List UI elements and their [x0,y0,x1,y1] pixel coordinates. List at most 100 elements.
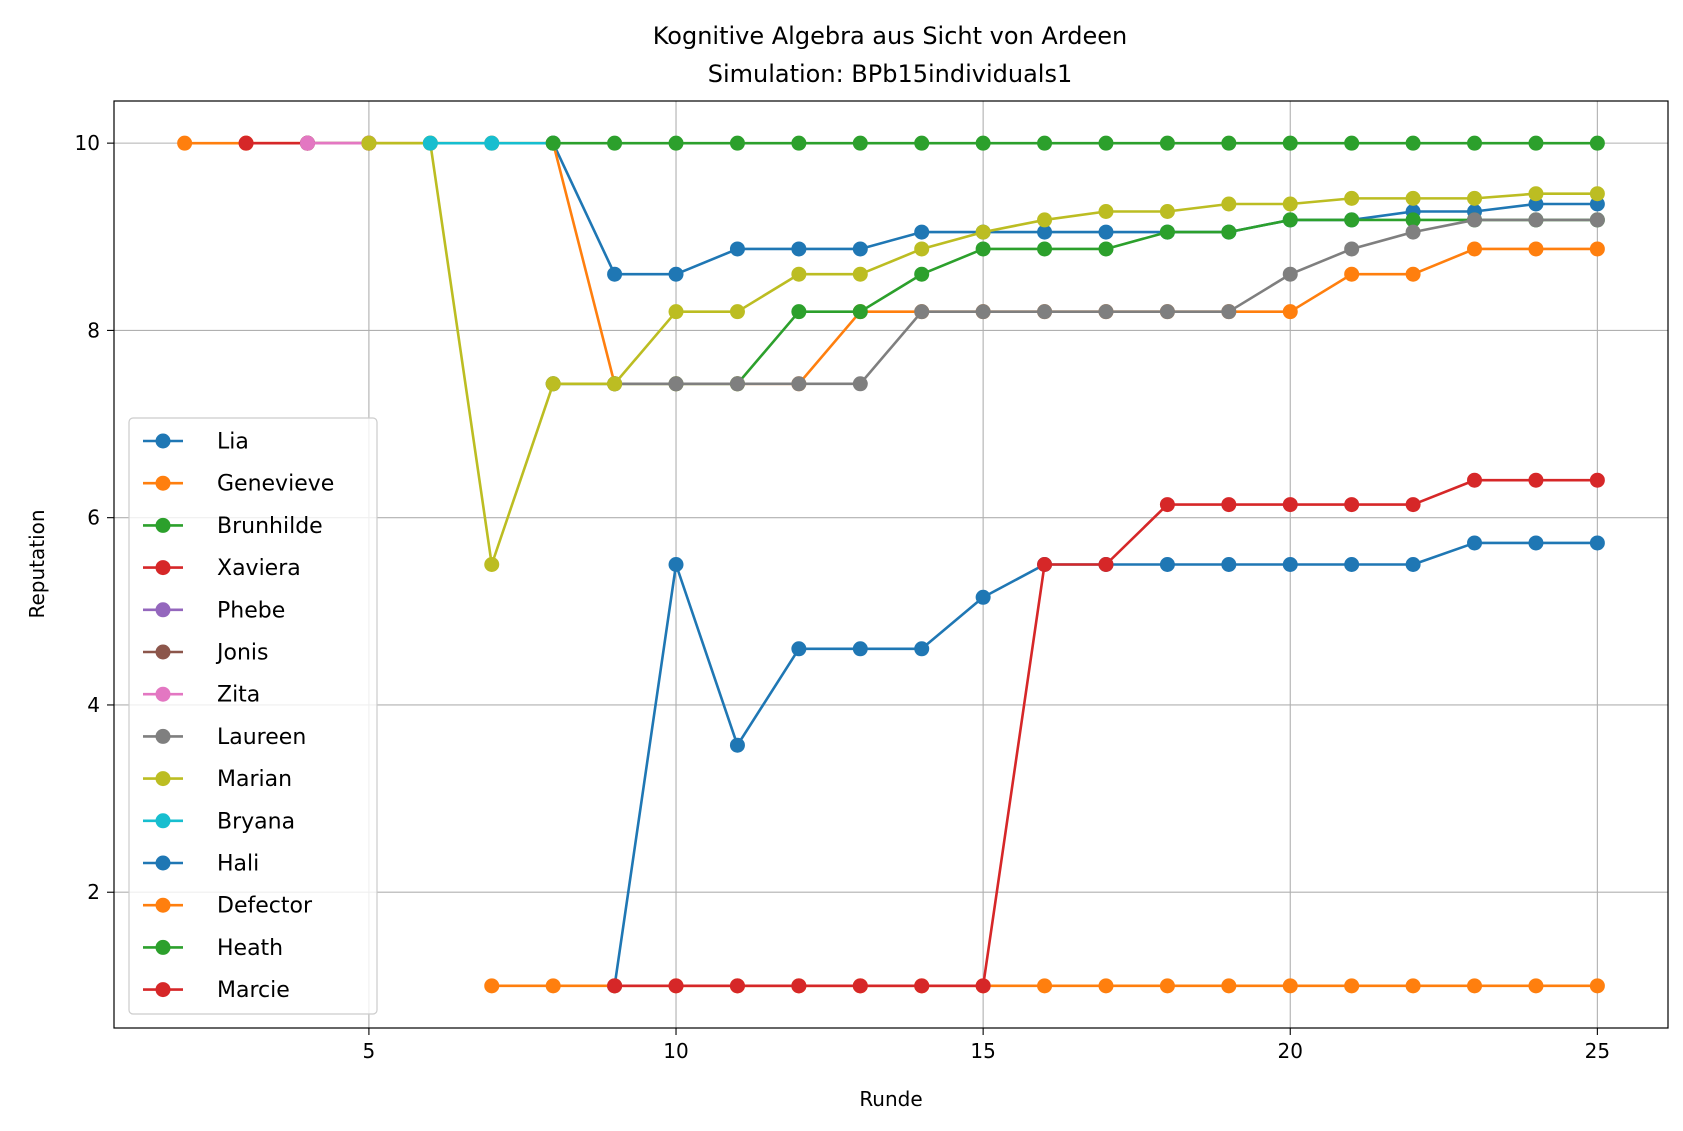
data-point [1098,241,1114,257]
data-point [607,376,623,392]
y-axis-label: Reputation [25,509,49,618]
data-point [361,135,377,151]
data-point [299,135,315,151]
legend-entry-laureen: Laureen [143,725,306,750]
data-point [1528,978,1544,994]
legend-label: Xaviera [217,556,301,581]
legend-entry-hali: Hali [143,852,259,877]
data-point [729,135,745,151]
data-point [729,241,745,257]
data-point [1098,135,1114,151]
data-point [422,135,438,151]
legend-label: Genevieve [217,472,334,497]
data-point [607,978,623,994]
data-point [1037,304,1053,320]
data-point [1528,535,1544,551]
data-point [1528,186,1544,202]
legend-marker [155,855,171,871]
chart-subtitle: Simulation: BPb15individuals1 [708,60,1073,88]
data-point [1282,557,1298,572]
legend-entry-defector: Defector [143,894,313,919]
x-tick-label: 20 [1278,1039,1303,1063]
axis-ticks: 5 10 15 20 25 2 4 6 8 10 [75,131,1611,1063]
data-point [607,135,623,151]
data-point [1405,224,1421,240]
data-point [1221,304,1237,320]
data-point [1159,224,1175,240]
data-point [791,266,807,282]
data-point [1344,557,1360,572]
data-point [1037,557,1053,572]
data-point [852,304,868,320]
data-point [1037,212,1053,228]
legend-marker [155,686,171,702]
data-point [975,978,991,994]
data-point [1589,135,1605,151]
data-point [607,266,623,282]
data-point [791,304,807,320]
data-point [914,241,930,257]
data-point [668,978,684,994]
data-point [1589,535,1605,551]
data-point [1282,497,1298,513]
data-point [852,978,868,994]
legend-marker [155,517,171,533]
data-point [1344,497,1360,513]
legend-label: Zita [217,683,260,708]
data-point [1159,203,1175,219]
series-line-laureen [553,218,1598,386]
data-point [791,241,807,257]
data-point [1037,241,1053,257]
data-point [1528,135,1544,151]
data-point [668,557,684,572]
data-point [1405,266,1421,282]
data-point [914,304,930,320]
data-point [1159,304,1175,320]
legend-label: Hali [217,852,259,877]
data-point [1589,212,1605,228]
data-point [1159,978,1175,994]
legend-label: Phebe [217,598,285,623]
data-point [1344,190,1360,206]
legend-label: Defector [217,894,313,919]
data-point [914,641,930,657]
data-point [914,978,930,994]
data-point [1589,472,1605,488]
legend-entries: Lia Genevieve Brunhilde Xaviera Phebe Jonis Zi… [143,430,334,1003]
data-point [1589,241,1605,257]
data-point [1467,212,1483,228]
data-point [729,304,745,320]
legend-marker [155,560,171,576]
x-tick-label: 5 [363,1039,376,1063]
y-tick-label: 8 [87,318,100,342]
data-point [1528,212,1544,228]
legend-label: Lia [217,430,249,455]
series-laureen [545,212,1605,392]
legend-marker [155,644,171,660]
data-point [1405,978,1421,994]
legend-label: Bryana [217,809,295,834]
legend-entry-jonis: Jonis [143,641,268,666]
data-point [1589,196,1605,212]
data-point [975,241,991,257]
data-point [1344,212,1360,228]
data-point [1528,241,1544,257]
data-point [1467,190,1483,206]
data-point [1098,304,1114,320]
data-point [1405,190,1421,206]
data-point [1282,266,1298,282]
series-line-lia [551,142,1598,276]
legend-marker [155,982,171,998]
legend-box [128,417,378,1015]
data-point [791,376,807,392]
data-point [484,978,500,994]
legend-entry-marcie: Marcie [143,978,290,1003]
x-axis-label: Runde [859,1087,922,1111]
data-point [729,376,745,392]
data-point [791,978,807,994]
data-point [1221,497,1237,513]
legend-entry-xaviera: Xaviera [143,556,301,581]
data-point [975,304,991,320]
data-point [1405,135,1421,151]
